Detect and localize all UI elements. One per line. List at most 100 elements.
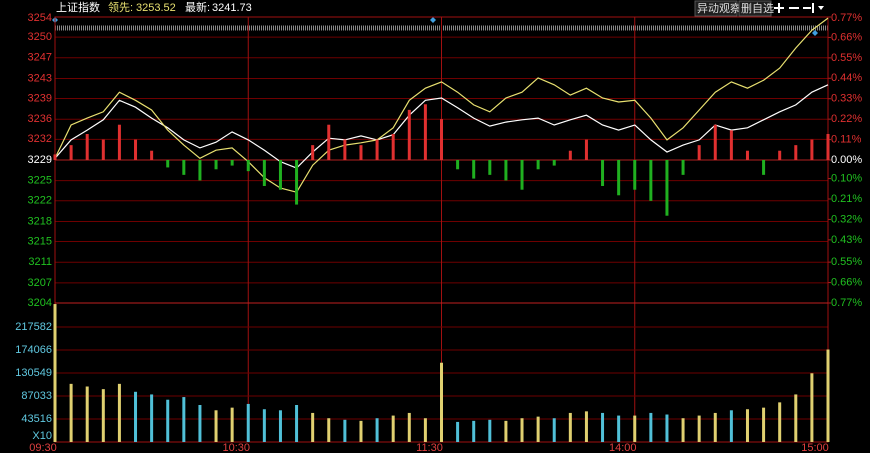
breadth-bar (617, 160, 621, 196)
button[interactable] (694, 0, 738, 17)
volume-bar (649, 412, 653, 442)
breadth-bar (117, 124, 121, 160)
volume-bar (681, 418, 685, 442)
breadth-bar (794, 145, 798, 160)
volume-bar (584, 411, 588, 442)
breadth-bar (504, 160, 508, 181)
y-tick-label: 3207 (28, 277, 52, 289)
volume-bar (552, 418, 556, 442)
y2-tick-label: 0.44% (831, 72, 862, 84)
breadth-bar (729, 130, 733, 160)
lead-label: 领先: (108, 1, 133, 14)
breadth-bar (359, 145, 363, 160)
y2-tick-label: 0.32% (831, 213, 862, 225)
y2-tick-label: 0.11% (831, 133, 862, 145)
y2-tick-label: 0.00% (831, 154, 862, 166)
volume-bar (150, 394, 154, 442)
button-label[interactable]: 异动观察 (697, 1, 741, 15)
breadth-bar (182, 160, 186, 175)
volume-bar (778, 402, 782, 442)
breadth-bar (826, 134, 830, 160)
volume-bar (230, 407, 234, 442)
volume-bar (423, 418, 427, 442)
breadth-bar (810, 139, 814, 160)
breadth-bar (375, 139, 379, 160)
breadth-bar (745, 150, 749, 160)
y-tick-label: 3243 (28, 72, 52, 84)
volume-bar (69, 383, 73, 442)
volume-bar (85, 386, 89, 442)
breadth-bar (166, 160, 170, 168)
breadth-bar (214, 160, 218, 170)
volume-bar (134, 391, 138, 442)
volume-bar (456, 421, 460, 442)
x-tick-label: 10:30 (222, 442, 250, 453)
y-tick-label: 3225 (28, 175, 52, 187)
y-tick-label: 87033 (21, 390, 52, 402)
breadth-bar (649, 160, 653, 201)
y-tick-label: 3222 (28, 195, 52, 207)
volume-bar (166, 399, 170, 442)
y-tick-label: 3229 (28, 154, 52, 166)
volume-bar (472, 420, 476, 442)
volume-bar (568, 412, 572, 442)
breadth-bar (456, 160, 460, 170)
volume-bar (53, 304, 57, 442)
breadth-bar (407, 109, 411, 160)
y-tick-label: 3211 (28, 256, 52, 268)
volume-bar (504, 420, 508, 442)
y-tick-label: 3204 (28, 297, 52, 309)
y-tick-label: 3236 (28, 113, 52, 125)
breadth-bar (520, 160, 524, 190)
breadth-bar (633, 160, 637, 190)
volume-bar (359, 420, 363, 442)
breadth-bar (85, 134, 89, 160)
y-tick-label: 3218 (28, 215, 52, 227)
breadth-bar (150, 150, 154, 160)
breadth-bar (53, 154, 57, 160)
breadth-bar (311, 145, 315, 160)
breadth-bar (343, 139, 347, 160)
breadth-bar (488, 160, 492, 175)
breadth-bar (665, 160, 669, 216)
price-line (54, 17, 829, 193)
breadth-bar (295, 160, 299, 205)
volume-bar (246, 403, 250, 442)
breadth-bar (423, 104, 427, 160)
breadth-bar (327, 124, 331, 160)
breadth-bar (262, 160, 266, 186)
breadth-bar (472, 160, 476, 179)
button[interactable] (738, 0, 772, 17)
y2-tick-label: 0.77% (831, 297, 862, 309)
volume-unit: X10 (32, 430, 52, 442)
y-tick-label: 3239 (28, 92, 52, 104)
volume-bar (520, 418, 524, 442)
volume-bar (713, 412, 717, 442)
breadth-bar (601, 160, 605, 186)
y2-tick-label: 0.43% (831, 234, 862, 246)
volume-bar (198, 405, 202, 442)
y-tick-label: 3215 (28, 235, 52, 247)
volume-bar (794, 394, 798, 442)
volume-bar (745, 409, 749, 442)
volume-bar (375, 418, 379, 442)
y2-tick-label: 0.10% (831, 172, 862, 184)
breadth-bar (713, 124, 717, 160)
volume-bar (617, 415, 621, 442)
volume-bar (762, 407, 766, 442)
button-label[interactable]: 删自选 (741, 2, 774, 15)
breadth-bar (391, 134, 395, 160)
breadth-bar (681, 160, 685, 175)
toolbar-icons[interactable] (774, 3, 824, 13)
volume-bar (729, 410, 733, 442)
volume-bar (633, 415, 637, 442)
x-tick-label: 11:30 (416, 442, 443, 453)
y2-tick-label: 0.33% (831, 93, 862, 105)
y-tick-label: 3232 (28, 133, 52, 145)
volume-bar (407, 412, 411, 442)
volume-bar (343, 419, 347, 442)
breadth-bar (278, 160, 282, 190)
volume-bar (278, 410, 282, 442)
breadth-bar (584, 139, 588, 160)
